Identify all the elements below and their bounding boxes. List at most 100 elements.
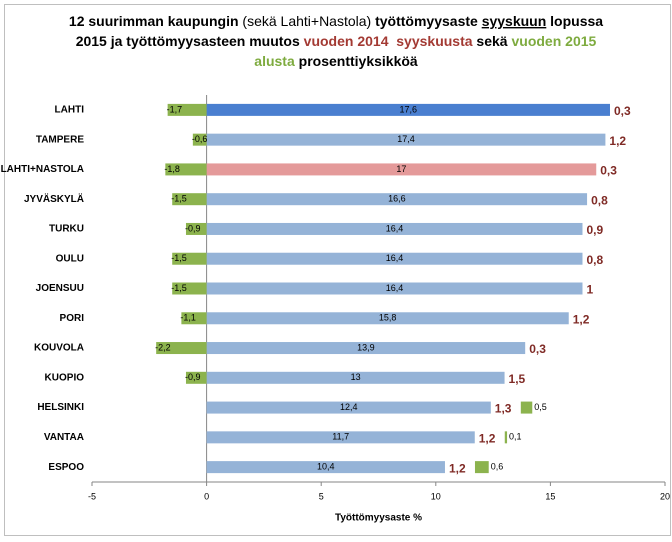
value-label: 13 (351, 372, 361, 382)
title-part: alusta (254, 53, 295, 69)
change-label: 1,2 (573, 312, 590, 326)
y-tick-label: JYVÄSKYLÄ (24, 192, 84, 205)
change-label: 0,3 (600, 164, 617, 178)
change-label: 0,3 (614, 104, 631, 118)
value-label: -1,5 (171, 253, 187, 263)
bar (156, 342, 207, 355)
value-label: -1,5 (171, 283, 187, 293)
bar (206, 222, 583, 235)
bar (206, 103, 610, 116)
change-label: 1,2 (609, 134, 626, 148)
chart-title: 12 suurimman kaupungin (sekä Lahti+Nasto… (69, 13, 603, 29)
value-label: 0,6 (491, 461, 504, 471)
bar (206, 282, 583, 295)
change-label: 0,8 (586, 253, 603, 267)
value-label: 11,7 (332, 432, 349, 442)
y-tick-label: TURKU (49, 224, 84, 235)
value-label: 13,9 (357, 342, 375, 352)
change-label: 0,3 (529, 342, 546, 356)
value-label: -0,9 (185, 372, 201, 382)
bar (185, 222, 207, 235)
frame (4, 4, 671, 536)
y-tick-label: KUOPIO (45, 372, 85, 383)
x-axis-label: Työttömyysaste % (335, 513, 422, 524)
title-part: vuoden 2014 syyskuusta (304, 33, 473, 49)
y-tick-label: HELSINKI (37, 402, 84, 413)
bar (504, 431, 508, 444)
value-label: 0,5 (534, 402, 547, 412)
bar (167, 103, 207, 116)
change-label: 1,2 (479, 432, 496, 446)
bar (206, 193, 588, 206)
change-label: 0,9 (586, 223, 603, 237)
bar (206, 461, 445, 474)
value-label: 15,8 (379, 313, 397, 323)
y-tick-label: PORI (60, 313, 85, 324)
value-label: -0,6 (192, 134, 208, 144)
value-label: 17 (396, 164, 406, 174)
y-tick-label: TAMPERE (36, 134, 84, 145)
value-label: 16,6 (388, 194, 406, 204)
value-label: 16,4 (386, 223, 404, 233)
x-tick-label: 5 (319, 491, 324, 501)
value-label: -1,8 (164, 164, 180, 174)
bar (206, 312, 569, 325)
value-label: 16,4 (386, 283, 404, 293)
x-tick-label: 15 (545, 491, 555, 501)
title-part: työttömyysaste (375, 13, 482, 29)
change-label: 1,2 (449, 461, 466, 475)
bar (206, 252, 583, 265)
title-part: lopussa (546, 13, 603, 29)
bar (192, 133, 207, 146)
value-label: -1,1 (180, 313, 196, 323)
value-label: -2,2 (155, 342, 171, 352)
chart-title: alusta prosenttiyksikköä (254, 53, 418, 69)
bar (206, 163, 597, 176)
y-tick-label: VANTAA (44, 432, 84, 443)
x-tick-label: 0 (204, 491, 209, 501)
title-part: prosenttiyksikköä (295, 53, 418, 69)
x-tick-label: 20 (660, 491, 670, 501)
bar (172, 252, 207, 265)
bar (165, 163, 207, 176)
bar (206, 133, 606, 146)
value-label: 10,4 (317, 461, 335, 471)
bar (185, 371, 207, 384)
x-tick-label: 10 (431, 491, 441, 501)
title-part: (sekä Lahti+Nastola) (242, 13, 375, 29)
bar (172, 193, 207, 206)
title-part: 2015 ja työttömyysasteen muutos (76, 33, 304, 49)
change-label: 1 (586, 283, 593, 297)
title-part: vuoden 2015 (511, 33, 596, 49)
title-part: sekä (473, 33, 512, 49)
bar (474, 461, 489, 474)
bar (206, 431, 475, 444)
change-label: 1,5 (509, 372, 526, 386)
value-label: 17,4 (397, 134, 415, 144)
y-tick-label: OULU (56, 253, 84, 264)
value-label: -1,7 (167, 104, 183, 114)
bar (520, 401, 533, 414)
bar (206, 371, 505, 384)
value-label: -1,5 (171, 194, 187, 204)
bar (206, 401, 491, 414)
value-label: 17,6 (400, 104, 418, 114)
bar (206, 342, 526, 355)
value-label: -0,9 (185, 223, 201, 233)
value-label: 16,4 (386, 253, 404, 263)
bar (172, 282, 207, 295)
change-label: 1,3 (495, 402, 512, 416)
title-part: syyskuun (482, 13, 547, 29)
y-tick-label: JOENSUU (36, 283, 84, 294)
y-tick-label: KOUVOLA (34, 343, 84, 354)
bar (181, 312, 207, 325)
x-tick-label: -5 (88, 491, 96, 501)
value-label: 0,1 (509, 432, 522, 442)
value-label: 12,4 (340, 402, 358, 412)
chart-title: 2015 ja työttömyysasteen muutos vuoden 2… (76, 33, 597, 49)
y-tick-label: LAHTI (55, 105, 85, 116)
title-part: 12 suurimman kaupungin (69, 13, 242, 29)
y-tick-label: LAHTI+NASTOLA (1, 164, 84, 175)
change-label: 0,8 (591, 193, 608, 207)
